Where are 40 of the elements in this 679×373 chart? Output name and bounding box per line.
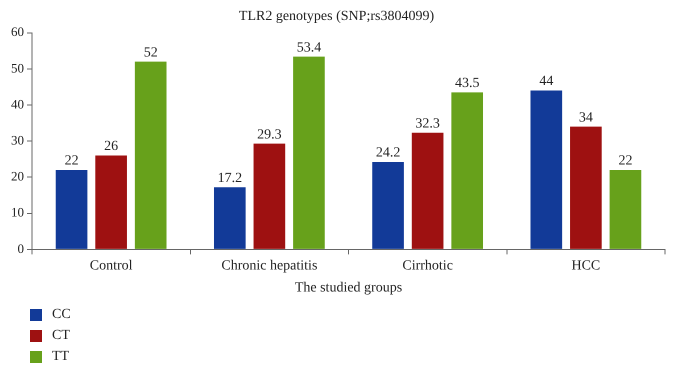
data-label: 44 xyxy=(539,74,554,90)
data-label: 34 xyxy=(578,110,593,126)
y-tick-label: 50 xyxy=(11,60,24,76)
data-label: 29.3 xyxy=(257,127,282,142)
bar xyxy=(570,126,602,249)
data-label: 43.5 xyxy=(454,76,480,92)
y-tick-label: 0 xyxy=(18,240,24,256)
bar xyxy=(95,156,127,249)
data-label: 52 xyxy=(144,45,158,60)
y-tick-label: 40 xyxy=(11,96,24,112)
y-tick-label: 30 xyxy=(11,132,24,148)
x-tick-label: Cirrhotic xyxy=(402,258,453,274)
bar xyxy=(293,56,325,249)
bar xyxy=(254,144,286,249)
bar xyxy=(134,62,167,249)
y-tick-label: 60 xyxy=(11,24,24,40)
bar xyxy=(530,90,562,249)
bar xyxy=(451,92,484,249)
x-tick-label: HCC xyxy=(571,258,600,274)
data-label: 17.2 xyxy=(218,170,242,186)
legend-label: CC xyxy=(52,306,71,322)
bar xyxy=(372,162,404,249)
x-axis-title: The studied groups xyxy=(294,280,402,296)
legend-label: TT xyxy=(52,348,70,364)
data-label: 53.4 xyxy=(296,40,322,56)
x-tick-label: Chronic hepatitis xyxy=(221,258,318,274)
data-label: 26 xyxy=(104,139,118,154)
data-label: 22 xyxy=(618,154,632,169)
bar xyxy=(412,132,444,249)
x-tick-label: Control xyxy=(90,258,133,274)
data-label: 32.3 xyxy=(415,116,440,132)
data-label: 24.2 xyxy=(376,146,400,161)
bar xyxy=(214,187,246,249)
legend-label: CT xyxy=(52,328,70,344)
chart-title: TLR2 genotypes (SNP;rs3804099) xyxy=(238,9,434,24)
y-tick-label: 20 xyxy=(11,168,24,184)
bar xyxy=(56,170,88,249)
data-label: 22 xyxy=(64,154,79,169)
bar xyxy=(610,170,642,249)
y-tick-label: 10 xyxy=(11,204,24,220)
